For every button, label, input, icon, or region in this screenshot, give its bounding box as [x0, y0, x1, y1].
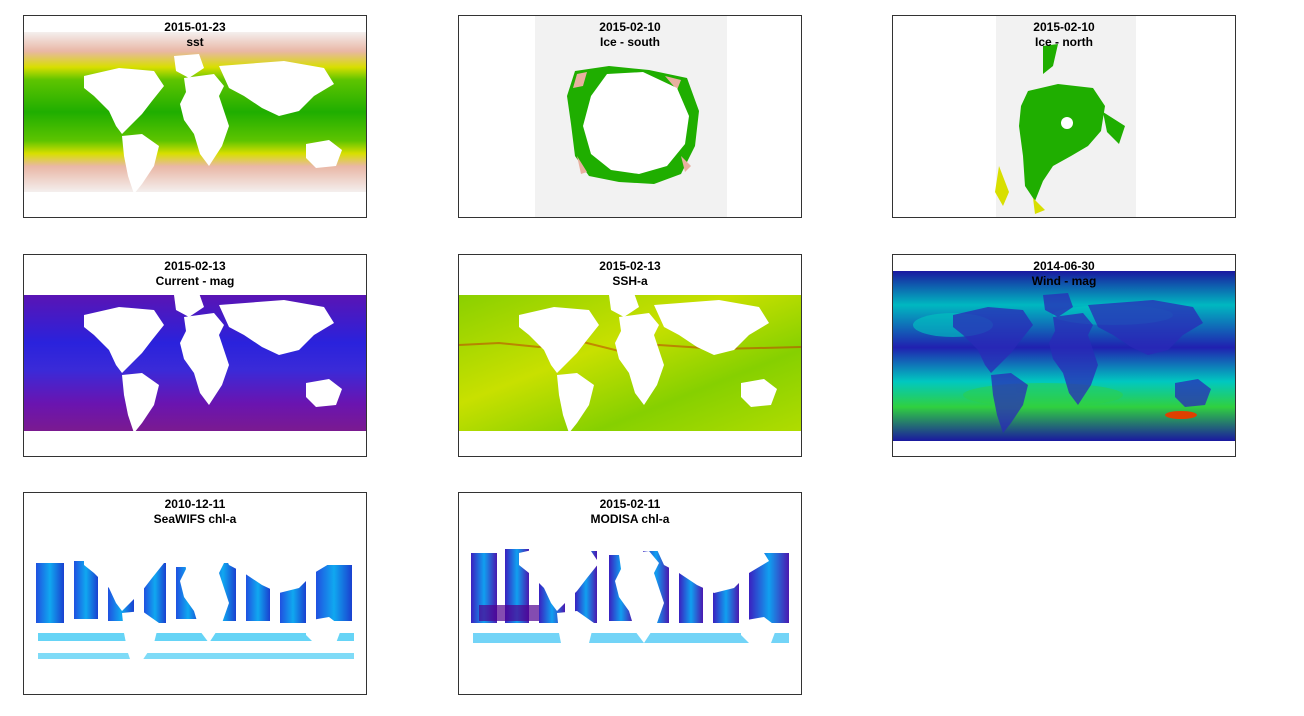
panel-date: 2015-02-13 — [164, 259, 226, 273]
panel-date: 2015-02-11 — [599, 497, 661, 511]
panel-date: 2014-06-30 — [1033, 259, 1095, 273]
sea-ice-patches — [1043, 44, 1125, 144]
panel-title: Current - mag — [155, 274, 235, 288]
sea-ice-edge — [573, 72, 691, 174]
panel-title: SeaWIFS chl-a — [153, 512, 237, 526]
chl-southern-ocean — [473, 633, 789, 643]
current-mag-map — [24, 293, 366, 433]
panel-date: 2015-02-13 — [599, 259, 661, 273]
chl-southern-ocean — [38, 633, 354, 659]
seawifs-chl-map — [36, 531, 354, 671]
wind-mag-map-panel: 2014-06-30 Wind - mag — [892, 254, 1236, 457]
panel-date: 2015-01-23 — [164, 20, 226, 34]
sst-map-panel: 2015-01-23 sst — [23, 15, 367, 218]
modisa-chl-map — [471, 531, 789, 671]
modisa-chl-map-panel: 2015-02-11 MODISA chl-a — [458, 492, 802, 695]
current-mag-map-panel: 2015-02-13 Current - mag — [23, 254, 367, 457]
ice-south-map — [535, 16, 727, 217]
ssh-a-map-panel: 2015-02-13 SSH-a — [458, 254, 802, 457]
sst-map — [24, 32, 366, 194]
antarctica — [583, 72, 689, 174]
seawifs-chl-map-panel: 2010-12-11 SeaWIFS chl-a — [23, 492, 367, 695]
panel-title: MODISA chl-a — [590, 512, 670, 526]
wind-maximum — [1165, 411, 1197, 419]
panel-date: 2010-12-11 — [164, 497, 226, 511]
panel-date: 2015-02-10 — [599, 20, 661, 34]
sea-ice-edge — [995, 166, 1045, 214]
wind-swirl — [963, 383, 1123, 407]
chl-low-band — [479, 605, 539, 621]
panel-date: 2015-02-10 — [1033, 20, 1095, 34]
ssh-a-map — [459, 293, 801, 433]
panel-title: sst — [186, 35, 204, 49]
panel-title: Ice - north — [1034, 35, 1093, 49]
pole-hole — [1061, 117, 1073, 129]
panel-title: Wind - mag — [1031, 274, 1097, 288]
ice-north-map-panel: 2015-02-10 Ice - north — [892, 15, 1236, 218]
panel-title: Ice - south — [599, 35, 660, 49]
wind-mag-map — [893, 271, 1235, 441]
ice-south-map-panel: 2015-02-10 Ice - south — [458, 15, 802, 218]
ice-north-map — [995, 16, 1136, 217]
panel-title: SSH-a — [612, 274, 648, 288]
sea-ice-extent — [1019, 84, 1105, 201]
